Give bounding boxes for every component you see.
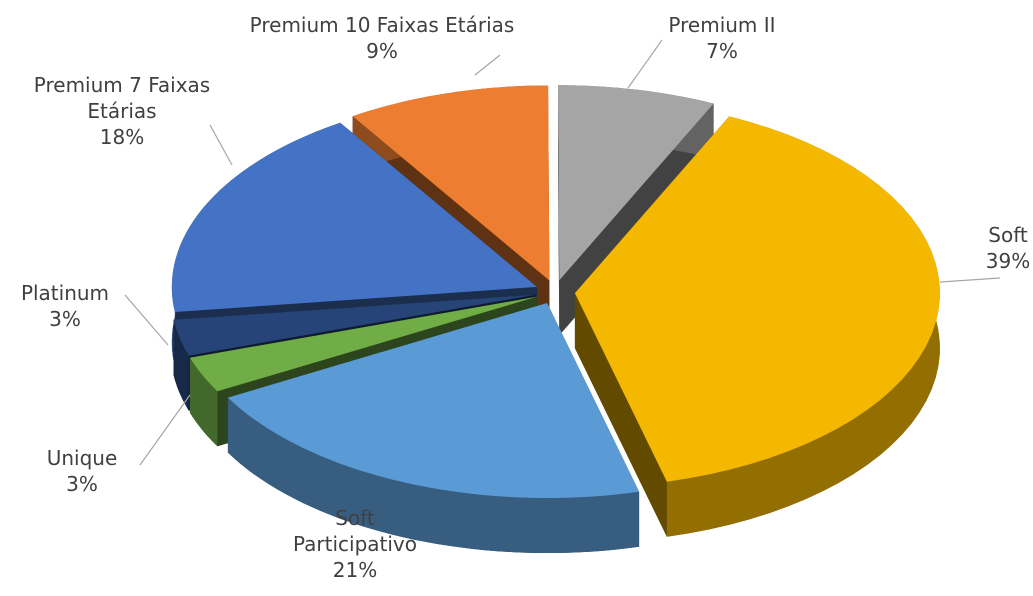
- label-value: 3%: [49, 307, 81, 331]
- leader-line: [939, 277, 1001, 283]
- slice-wall: [189, 357, 218, 447]
- slice-top: [171, 122, 537, 312]
- label-value: 3%: [66, 472, 98, 496]
- slice-side: [558, 85, 560, 336]
- label-name: Unique: [46, 446, 118, 470]
- leader-line: [209, 124, 233, 166]
- label-value: 18%: [99, 125, 145, 149]
- slice-side: [574, 293, 667, 537]
- label-value: 9%: [366, 39, 398, 63]
- slice-top: [227, 303, 640, 498]
- label-name: Soft: [988, 223, 1028, 247]
- leader-line: [124, 294, 169, 346]
- label-name: Soft Participativo: [292, 506, 417, 556]
- data-label: Unique 3%: [22, 445, 142, 497]
- data-label: Soft Participativo 21%: [275, 505, 435, 583]
- label-name: Premium 7 Faixas Etárias: [33, 73, 211, 123]
- slice-top: [558, 85, 714, 281]
- slice-top: [189, 296, 537, 392]
- data-label: Platinum 3%: [5, 280, 125, 332]
- label-name: Premium 10 Faixas Etárias: [249, 13, 515, 37]
- label-value: 7%: [706, 39, 738, 63]
- slice-top: [352, 85, 550, 281]
- label-name: Platinum: [20, 281, 110, 305]
- leader-line: [627, 39, 663, 89]
- leader-line: [474, 54, 501, 76]
- slice-top: [173, 294, 536, 356]
- label-value: 21%: [332, 558, 378, 582]
- leader-line: [139, 394, 191, 466]
- slice: [574, 116, 940, 537]
- data-label: Soft 39%: [978, 222, 1033, 274]
- label-value: 39%: [985, 249, 1031, 273]
- slice-wall: [227, 397, 640, 553]
- slice: [227, 303, 640, 553]
- data-label: Premium II 7%: [622, 12, 822, 64]
- slice-top: [574, 116, 940, 482]
- data-label: Premium 10 Faixas Etárias 9%: [182, 12, 582, 64]
- label-name: Premium II: [668, 13, 776, 37]
- data-label: Premium 7 Faixas Etárias 18%: [32, 72, 212, 150]
- slice-wall: [173, 319, 189, 411]
